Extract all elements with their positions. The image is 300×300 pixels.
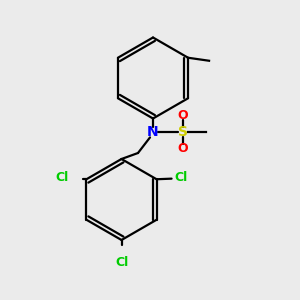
Text: Cl: Cl: [175, 171, 188, 184]
Text: O: O: [178, 142, 188, 155]
Text: Cl: Cl: [115, 256, 128, 269]
Text: O: O: [178, 109, 188, 122]
Text: S: S: [178, 125, 188, 139]
Text: Cl: Cl: [55, 171, 68, 184]
Text: N: N: [147, 125, 159, 139]
